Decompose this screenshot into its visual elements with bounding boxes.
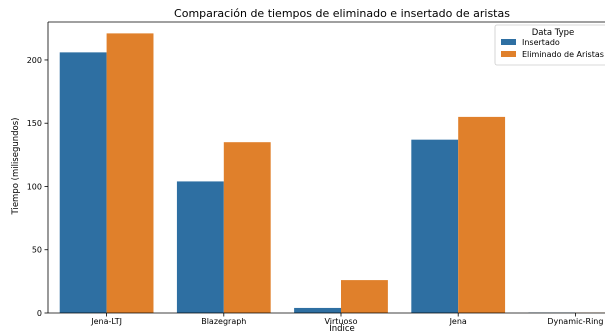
legend-frame [494, 24, 605, 66]
bar-insertado-jena [411, 139, 459, 313]
bar-insertado-virtuoso [294, 307, 341, 313]
bar-eliminado-de-aristas-virtuoso [341, 280, 388, 313]
x-tick-label: Blazegraph [201, 317, 246, 326]
legend-label-insertado: Insertado [522, 38, 560, 47]
bar-insertado-blazegraph [176, 181, 224, 313]
x-tick-label: Jena-LTJ [90, 317, 122, 326]
legend-swatch-eliminado [501, 51, 516, 57]
y-tick-label: 0 [37, 309, 42, 318]
bar-insertado-jena-ltj [59, 52, 107, 313]
legend-label-eliminado: Eliminado de Aristas [522, 50, 604, 59]
y-tick-label: 200 [27, 56, 42, 65]
plot-area: 0 50 100 150 200 Jena-LTJ Blazegraph Virtuoso Je… [27, 21, 605, 326]
chart-title: Comparación de tiempos de eliminado e in… [174, 7, 510, 20]
x-tick-label: Virtuoso [325, 317, 358, 326]
y-tick-label: 150 [27, 119, 42, 128]
y-tick-label: 50 [32, 246, 42, 255]
legend-title: Data Type [532, 28, 575, 38]
bar-eliminado-de-aristas-jena [458, 116, 506, 314]
legend: Data Type Insertado Eliminado de Aristas [494, 24, 605, 66]
legend-swatch-insertado [501, 39, 516, 45]
x-axis-label: Índice [329, 322, 355, 334]
x-tick-label: Dynamic-Ring [547, 317, 603, 326]
x-tick-label: Jena [449, 317, 467, 326]
bar-eliminado-de-aristas-jena-ltj [106, 33, 154, 313]
y-axis-label: Tiempo (milisegundos) [11, 118, 21, 216]
bar-eliminado-de-aristas-blazegraph [223, 142, 271, 313]
y-tick-label: 100 [27, 182, 42, 191]
